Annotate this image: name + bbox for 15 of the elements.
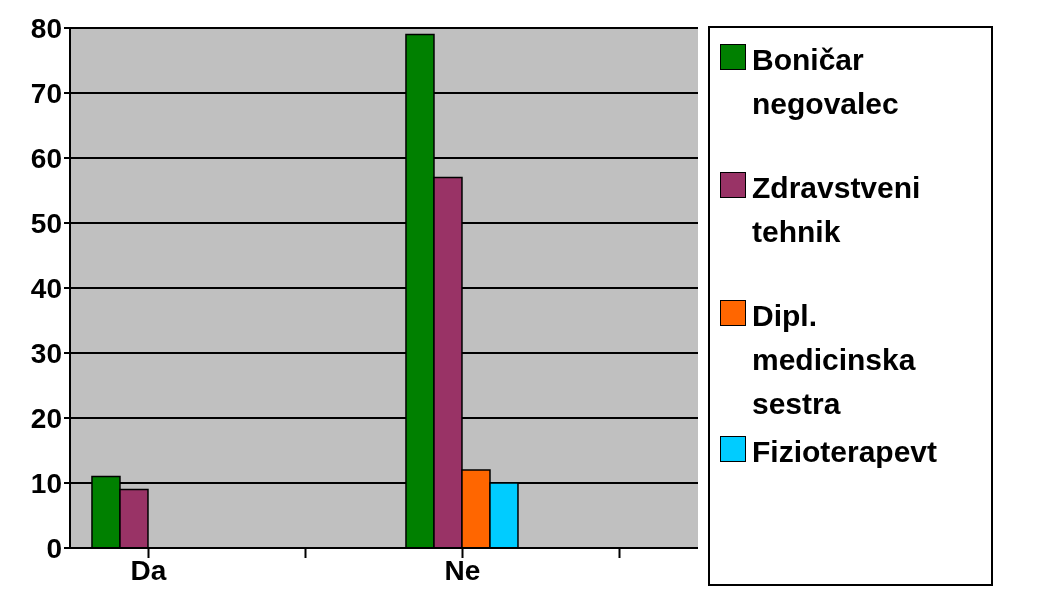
- x-tick-label: Ne: [444, 554, 481, 586]
- legend-label: Boničar negovalec: [752, 42, 900, 122]
- y-tick-label: 10: [30, 467, 62, 499]
- legend-label: Dipl. medicinska sestra: [752, 298, 917, 422]
- y-tick-label: 40: [30, 272, 62, 304]
- y-tick-label: 70: [30, 77, 62, 109]
- y-tick-label: 30: [30, 337, 62, 369]
- x-tick-label: Da: [130, 554, 167, 586]
- legend-label: Fizioterapevt: [752, 434, 938, 470]
- y-tick-label: 0: [46, 532, 62, 564]
- legend-label: Zdravstveni tehnik: [752, 170, 922, 250]
- y-tick-label: 80: [30, 12, 62, 44]
- y-tick-label: 60: [30, 142, 62, 174]
- y-tick-label: 50: [30, 207, 62, 239]
- y-tick-label: 20: [30, 402, 62, 434]
